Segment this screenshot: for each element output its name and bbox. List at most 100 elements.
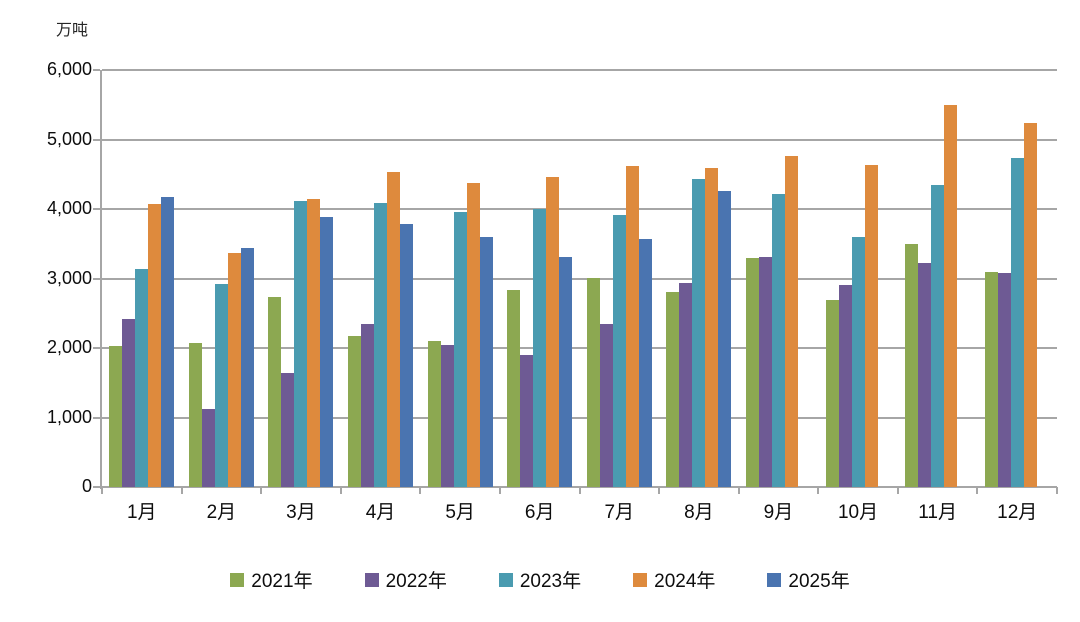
- gridline: [102, 208, 1057, 210]
- bar-2022年-10月: [838, 284, 852, 487]
- bar-2025年-3月: [320, 217, 334, 487]
- bar-2024年-2月: [227, 252, 241, 487]
- x-axis-tick: [976, 487, 979, 494]
- plot-area: [93, 69, 1058, 494]
- bar-2022年-5月: [440, 344, 454, 487]
- bar-2024年-8月: [705, 168, 719, 487]
- x-tick-label: 6月: [524, 502, 555, 523]
- y-tick-label: 4,000: [46, 198, 92, 218]
- y-tick-label: 0: [81, 476, 92, 496]
- x-axis-tick: [260, 487, 263, 494]
- legend-label: 2021年: [251, 571, 313, 592]
- bar-2024年-6月: [546, 177, 560, 487]
- bar-2022年-7月: [599, 324, 613, 487]
- x-tick-label: 9月: [763, 502, 794, 523]
- bar-2025年-1月: [161, 197, 175, 487]
- bar-2024年-7月: [625, 165, 639, 487]
- x-tick-label: 5月: [445, 502, 475, 523]
- bar-2023年-7月: [612, 214, 626, 487]
- bar-2021年-3月: [268, 296, 282, 487]
- bar-2023年-8月: [692, 179, 706, 487]
- bar-2022年-9月: [758, 256, 772, 487]
- gridline: [102, 347, 1057, 349]
- bar-2023年-1月: [135, 268, 149, 487]
- legend-label: 2023年: [519, 571, 582, 592]
- y-axis-tick: [93, 486, 100, 488]
- bar-2022年-11月: [918, 263, 932, 487]
- bar-2022年-6月: [520, 354, 534, 487]
- bar-2021年-5月: [427, 341, 441, 487]
- y-tick-label: 1,000: [46, 406, 92, 427]
- y-axis-tick: [93, 347, 100, 349]
- x-axis-tick: [658, 487, 661, 494]
- y-axis-line: [100, 70, 102, 489]
- y-tick-label: 3,000: [46, 267, 92, 288]
- bar-2021年-1月: [109, 345, 123, 487]
- x-axis-tick: [817, 487, 820, 494]
- y-tick-label: 6,000: [46, 59, 92, 79]
- legend-swatch-icon: [633, 572, 648, 587]
- legend-label: 2024年: [654, 571, 716, 592]
- bar-2025年-2月: [240, 247, 254, 487]
- x-axis-tick: [896, 487, 899, 494]
- y-axis-unit-label: 万吨: [56, 22, 89, 39]
- bar-2025年-8月: [718, 190, 732, 487]
- bar-2024年-12月: [1023, 122, 1037, 487]
- bar-2022年-4月: [361, 323, 375, 487]
- gridline: [102, 69, 1057, 71]
- legend-label: 2025年: [788, 571, 850, 592]
- x-axis-tick: [1056, 487, 1058, 494]
- bar-2022年-2月: [201, 409, 215, 487]
- bar-2021年-8月: [666, 292, 680, 487]
- bar-2021年-11月: [905, 243, 919, 487]
- legend-item-2022年: 2022年: [364, 566, 447, 593]
- x-tick-label: 3月: [286, 502, 316, 523]
- legend-item-2024年: 2024年: [633, 566, 715, 593]
- gridline: [102, 277, 1057, 280]
- x-tick-label: 12月: [997, 502, 1038, 523]
- x-axis-tick: [180, 487, 183, 494]
- x-tick-label: 2月: [206, 502, 237, 523]
- bar-2021年-12月: [984, 272, 998, 487]
- x-axis-tick: [101, 487, 103, 494]
- y-tick-label: 5,000: [46, 128, 92, 149]
- bar-2022年-1月: [122, 318, 136, 487]
- bar-2023年-9月: [771, 194, 785, 487]
- y-axis-tick: [93, 277, 100, 280]
- bar-2024年-1月: [148, 204, 162, 487]
- bar-2023年-10月: [851, 236, 865, 487]
- legend-item-2023年: 2023年: [498, 566, 582, 593]
- bar-2024年-3月: [307, 199, 321, 487]
- legend-swatch-icon: [230, 572, 245, 587]
- legend: 2021年 2022年 2023年 2024年 2025年: [0, 566, 1080, 593]
- x-tick-label: 11月: [918, 502, 957, 523]
- legend-swatch-icon: [498, 572, 513, 587]
- bar-2023年-3月: [294, 201, 308, 487]
- bar-2023年-6月: [533, 209, 547, 487]
- x-axis-tick: [498, 487, 501, 494]
- bar-2024年-11月: [944, 104, 958, 487]
- gridline: [102, 138, 1057, 141]
- bar-2022年-8月: [679, 282, 693, 487]
- bar-2025年-7月: [638, 238, 652, 487]
- legend-swatch-icon: [767, 572, 782, 587]
- y-tick-label: 2,000: [46, 337, 92, 357]
- bar-2023年-11月: [931, 184, 945, 487]
- bar-2022年-3月: [281, 373, 295, 487]
- legend-swatch-icon: [364, 572, 379, 587]
- bar-2024年-4月: [387, 172, 401, 487]
- bar-2024年-9月: [784, 156, 798, 487]
- x-tick-label: 1月: [126, 502, 157, 523]
- bar-2021年-4月: [348, 336, 362, 487]
- x-tick-label: 4月: [365, 502, 396, 523]
- bar-2023年-5月: [453, 211, 467, 487]
- y-axis-tick: [93, 69, 100, 71]
- bar-2024年-10月: [864, 165, 878, 487]
- bar-2021年-10月: [825, 300, 839, 487]
- bar-2021年-7月: [586, 277, 600, 487]
- bar-2025年-6月: [559, 256, 573, 487]
- y-axis-tick: [93, 138, 100, 141]
- y-axis-tick: [93, 208, 100, 210]
- x-tick-label: 10月: [837, 502, 879, 523]
